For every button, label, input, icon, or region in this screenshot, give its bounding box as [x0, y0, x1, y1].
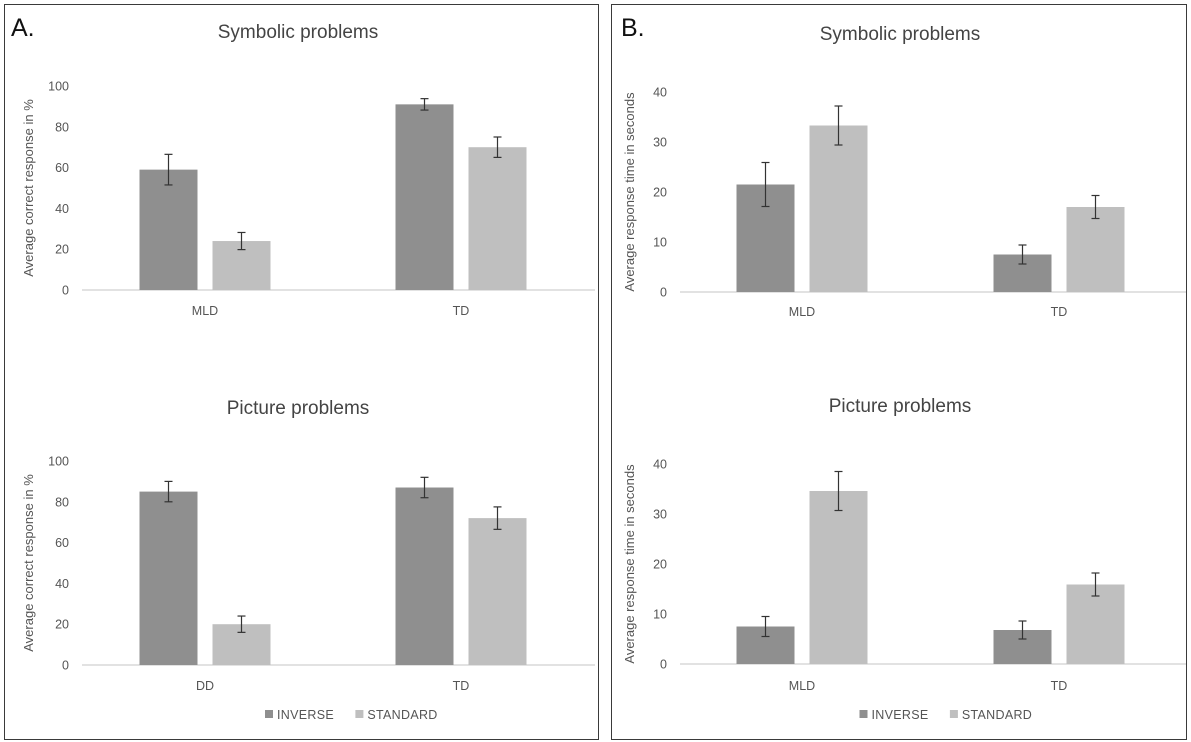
- y-tick-label: 0: [660, 658, 667, 672]
- chart-title: Picture problems: [829, 396, 972, 417]
- y-tick-label: 80: [55, 495, 69, 509]
- y-tick-label: 40: [55, 202, 69, 216]
- y-tick-label: 30: [653, 136, 667, 150]
- bar: [1066, 207, 1125, 292]
- panel-b-frame: [611, 4, 1187, 740]
- bar: [809, 125, 868, 292]
- y-tick-label: 0: [660, 286, 667, 300]
- panel-a-frame: [4, 4, 599, 740]
- x-category-label: TD: [1051, 679, 1068, 693]
- bar: [395, 487, 454, 665]
- bar: [809, 491, 868, 664]
- y-tick-label: 40: [653, 458, 667, 472]
- x-category-label: MLD: [789, 679, 815, 693]
- y-tick-label: 60: [55, 161, 69, 175]
- y-tick-label: 80: [55, 120, 69, 134]
- y-axis-label: Average correct response in %: [21, 474, 36, 652]
- chart-title: Symbolic problems: [218, 22, 379, 43]
- x-category-label: TD: [1051, 305, 1068, 319]
- bar: [468, 147, 527, 290]
- y-tick-label: 20: [653, 186, 667, 200]
- x-category-label: DD: [196, 679, 214, 693]
- y-tick-label: 20: [653, 558, 667, 572]
- x-category-label: TD: [453, 679, 470, 693]
- legend-swatch: [859, 710, 868, 718]
- y-tick-label: 10: [653, 608, 667, 622]
- y-tick-label: 10: [653, 236, 667, 250]
- y-tick-label: 20: [55, 618, 69, 632]
- chart-title: Symbolic problems: [820, 24, 981, 45]
- bar: [468, 518, 527, 665]
- y-tick-label: 40: [653, 86, 667, 100]
- y-tick-label: 20: [55, 243, 69, 257]
- y-tick-label: 60: [55, 536, 69, 550]
- x-category-label: TD: [453, 304, 470, 318]
- y-tick-label: 40: [55, 577, 69, 591]
- legend-label: STANDARD: [962, 708, 1032, 722]
- bar: [395, 104, 454, 290]
- y-tick-label: 0: [62, 659, 69, 673]
- y-tick-label: 0: [62, 284, 69, 298]
- legend-swatch: [949, 710, 958, 718]
- bar: [1066, 584, 1125, 664]
- y-tick-label: 30: [653, 508, 667, 522]
- y-axis-label: Average response time in seconds: [622, 92, 637, 292]
- bar: [139, 491, 198, 665]
- legend-swatch: [265, 710, 273, 718]
- panel-a-letter: A.: [11, 14, 35, 42]
- legend-label: INVERSE: [277, 708, 334, 722]
- y-axis-label: Average correct response in %: [21, 99, 36, 277]
- bar: [139, 169, 198, 290]
- y-tick-label: 100: [48, 455, 69, 469]
- x-category-label: MLD: [789, 305, 815, 319]
- x-category-label: MLD: [192, 304, 218, 318]
- legend-swatch: [355, 710, 364, 718]
- panel-b-letter: B.: [621, 14, 645, 42]
- y-tick-label: 100: [48, 80, 69, 94]
- chart-title: Picture problems: [227, 398, 370, 419]
- legend-label: STANDARD: [367, 708, 437, 722]
- legend-label: INVERSE: [872, 708, 929, 722]
- y-axis-label: Average response time in seconds: [622, 464, 637, 664]
